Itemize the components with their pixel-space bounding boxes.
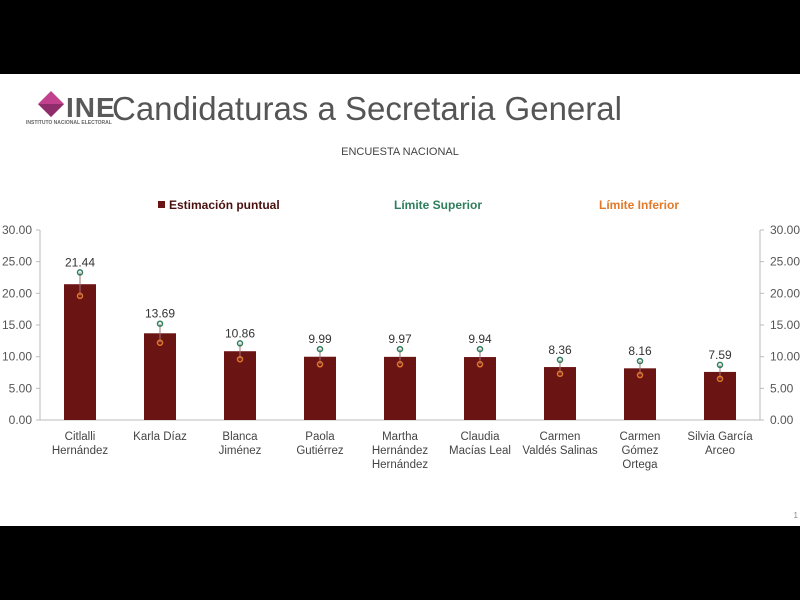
legend-limite-superior: Límite Superior <box>394 198 483 212</box>
upper-limit-marker <box>396 345 404 353</box>
category-label: Carmen <box>620 431 661 443</box>
category-label: Martha <box>382 431 418 443</box>
chart-legend: Estimación puntual Límite Superior Límit… <box>0 198 800 214</box>
category-label: Macías Leal <box>449 445 511 457</box>
lower-limit-marker <box>236 355 244 363</box>
bar <box>704 371 736 420</box>
data-label: 10.86 <box>225 326 255 340</box>
upper-limit-marker <box>556 356 564 364</box>
category-label: Claudia <box>461 431 501 443</box>
category-label: Blanca <box>222 431 258 443</box>
category-label: Valdés Salinas <box>522 445 597 457</box>
lower-limit-marker <box>556 370 564 378</box>
y-tick-label-left: 15.00 <box>2 318 32 332</box>
legend-swatch <box>158 201 165 208</box>
upper-limit-marker <box>76 269 84 276</box>
bar <box>624 368 656 420</box>
category-label: Carmen <box>540 431 581 443</box>
y-tick-label-right: 15.00 <box>770 318 800 332</box>
category-label: Silvia García <box>687 431 753 443</box>
lower-limit-marker <box>316 361 324 368</box>
slide: INE INSTITUTO NACIONAL ELECTORAL Candida… <box>0 74 800 526</box>
data-label: 13.69 <box>145 307 175 321</box>
y-tick-label-right: 10.00 <box>770 350 800 364</box>
y-tick-label-left: 5.00 <box>9 381 33 395</box>
upper-limit-marker <box>156 320 164 327</box>
y-tick-label-right: 0.00 <box>770 413 794 427</box>
logo-text: INE <box>66 92 116 123</box>
page-number: 1 <box>793 511 798 520</box>
category-label: Hernández <box>372 445 429 457</box>
data-label: 7.59 <box>708 348 732 362</box>
data-label: 9.99 <box>308 332 332 346</box>
lower-limit-marker <box>76 292 84 300</box>
category-label: Citlalli <box>65 431 96 443</box>
category-label: Hernández <box>52 445 109 457</box>
bar <box>464 357 496 420</box>
data-label: 9.97 <box>388 332 412 346</box>
y-tick-label-left: 0.00 <box>9 413 33 427</box>
y-tick-label-left: 30.00 <box>2 223 32 237</box>
logo-subtext: INSTITUTO NACIONAL ELECTORAL <box>26 120 112 126</box>
y-tick-label-right: 20.00 <box>770 286 800 300</box>
lower-limit-marker <box>156 339 164 346</box>
category-label: Hernández <box>372 459 429 471</box>
category-label: Karla Díaz <box>133 431 187 443</box>
bar <box>544 367 576 420</box>
category-label: Ortega <box>622 459 658 471</box>
y-tick-label-right: 30.00 <box>770 223 800 237</box>
category-label: Jiménez <box>219 445 262 457</box>
category-label: Paola <box>305 431 335 443</box>
legend-label-estimacion: Estimación puntual <box>169 198 280 212</box>
upper-limit-marker <box>716 361 724 369</box>
lower-limit-marker <box>476 361 484 368</box>
lower-limit-marker <box>716 375 724 383</box>
bar <box>224 351 256 420</box>
page-subtitle: ENCUESTA NACIONAL <box>341 146 459 158</box>
y-tick-label-right: 25.00 <box>770 255 800 269</box>
bar <box>144 333 176 420</box>
upper-limit-marker <box>476 345 484 353</box>
ine-logo-icon <box>38 91 64 117</box>
y-tick-label-right: 5.00 <box>770 381 794 395</box>
lower-limit-marker <box>396 361 404 368</box>
page-title: Candidaturas a Secretaria General <box>112 90 622 127</box>
bar <box>64 284 96 420</box>
category-label: Gómez <box>621 445 658 457</box>
data-label: 21.44 <box>65 255 95 269</box>
y-tick-label-left: 10.00 <box>2 350 32 364</box>
upper-limit-marker <box>316 345 324 353</box>
y-tick-label-left: 25.00 <box>2 255 32 269</box>
category-label: Gutiérrez <box>296 445 344 457</box>
y-tick-label-left: 20.00 <box>2 286 32 300</box>
data-label: 8.36 <box>548 343 572 357</box>
category-label: Arceo <box>705 445 735 457</box>
bar-chart: 0.00 0.00 5.00 5.00 10.00 10.00 15.00 15.00 20.0… <box>2 223 800 471</box>
data-label: 9.94 <box>468 332 492 346</box>
data-label: 8.16 <box>628 344 652 358</box>
upper-limit-marker <box>636 357 644 365</box>
ine-logo: INE INSTITUTO NACIONAL ELECTORAL <box>26 88 136 128</box>
lower-limit-marker <box>636 371 644 379</box>
upper-limit-marker <box>236 340 244 347</box>
legend-limite-inferior: Límite Inferior <box>599 198 680 212</box>
legend-estimacion: Estimación puntual <box>158 198 280 212</box>
